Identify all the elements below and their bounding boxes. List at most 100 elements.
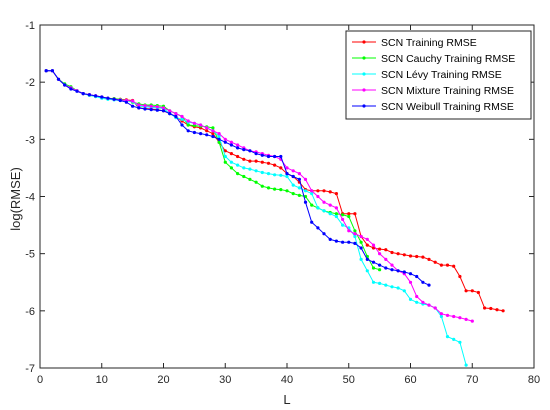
data-point	[236, 154, 240, 159]
data-point	[174, 114, 178, 119]
data-point	[143, 107, 147, 111]
data-point	[408, 297, 413, 301]
data-point	[254, 180, 258, 184]
data-point	[396, 286, 400, 290]
data-point	[334, 214, 338, 219]
data-point	[236, 172, 240, 176]
data-point	[316, 194, 320, 199]
data-point	[464, 363, 468, 367]
data-point	[236, 163, 240, 167]
data-point	[365, 243, 369, 247]
data-point	[50, 69, 55, 73]
data-point	[421, 255, 425, 259]
data-point	[174, 112, 178, 116]
data-point	[384, 266, 388, 270]
data-point	[353, 234, 357, 239]
data-point	[248, 167, 252, 171]
data-point	[291, 174, 295, 179]
data-point	[334, 192, 338, 196]
data-point	[297, 193, 301, 197]
data-point	[44, 69, 48, 73]
data-point	[186, 123, 190, 127]
data-point	[211, 126, 215, 130]
data-point	[402, 270, 406, 274]
data-point	[242, 174, 246, 179]
data-point	[353, 241, 357, 245]
data-point	[439, 314, 443, 319]
data-point	[94, 94, 98, 98]
data-point	[402, 289, 406, 293]
data-point	[390, 285, 394, 289]
data-point	[378, 247, 382, 251]
data-point	[396, 269, 400, 273]
data-point	[56, 77, 61, 81]
data-point	[180, 123, 184, 127]
legend-item: SCN Mixture Training RMSE	[352, 85, 514, 97]
data-point	[303, 177, 308, 181]
data-point	[470, 319, 474, 323]
data-point	[205, 129, 209, 133]
data-point	[310, 220, 314, 224]
data-point	[266, 172, 271, 176]
data-point	[371, 260, 376, 264]
legend-label: SCN Lévy Training RMSE	[381, 69, 502, 81]
legend-label: SCN Cauchy Training RMSE	[381, 53, 515, 65]
data-point	[273, 154, 277, 159]
data-point	[266, 154, 271, 159]
data-point	[390, 263, 394, 267]
data-point	[347, 214, 351, 219]
data-point	[328, 237, 332, 241]
data-point	[217, 137, 221, 141]
data-point	[248, 149, 252, 153]
data-point	[445, 313, 450, 317]
data-point	[371, 280, 376, 284]
data-point	[458, 316, 462, 320]
legend-label: SCN Training RMSE	[381, 37, 477, 49]
data-point	[452, 264, 456, 268]
data-point	[347, 212, 351, 216]
data-point	[359, 234, 363, 239]
data-point	[427, 257, 431, 261]
data-point	[421, 300, 425, 304]
data-point	[248, 159, 252, 163]
data-point	[285, 166, 289, 170]
y-tick-label: -5	[25, 249, 35, 261]
data-point	[273, 163, 277, 167]
data-point	[161, 109, 166, 113]
data-point	[242, 148, 246, 152]
data-point	[297, 172, 301, 176]
data-point	[217, 134, 221, 139]
data-point	[192, 121, 196, 125]
legend-marker	[362, 104, 366, 108]
data-point	[347, 240, 351, 244]
data-point	[365, 237, 369, 241]
data-point	[439, 263, 443, 267]
data-point	[199, 123, 203, 127]
legend: SCN Training RMSE SCN Cauchy Training RMS…	[345, 30, 532, 120]
x-tick-label: 50	[343, 374, 355, 386]
data-point	[452, 337, 456, 341]
data-point	[242, 157, 246, 161]
data-point	[124, 100, 128, 104]
y-tick-label: -1	[25, 20, 35, 32]
data-point	[464, 317, 468, 321]
data-point	[279, 188, 283, 192]
data-point	[378, 268, 382, 272]
data-point	[291, 192, 295, 196]
data-point	[334, 206, 338, 210]
y-tick-label: -2	[25, 77, 35, 89]
data-point	[260, 184, 264, 188]
legend-label: SCN Mixture Training RMSE	[381, 85, 514, 97]
data-point	[384, 257, 388, 261]
data-point	[353, 229, 357, 233]
data-point	[236, 143, 240, 147]
data-point	[316, 189, 320, 193]
data-point	[421, 280, 425, 284]
y-tick-label: -6	[25, 306, 35, 318]
legend-marker	[362, 56, 366, 60]
data-point	[322, 232, 326, 236]
data-point	[341, 217, 345, 221]
data-point	[254, 159, 258, 163]
data-point	[390, 268, 394, 272]
data-point	[217, 140, 221, 144]
